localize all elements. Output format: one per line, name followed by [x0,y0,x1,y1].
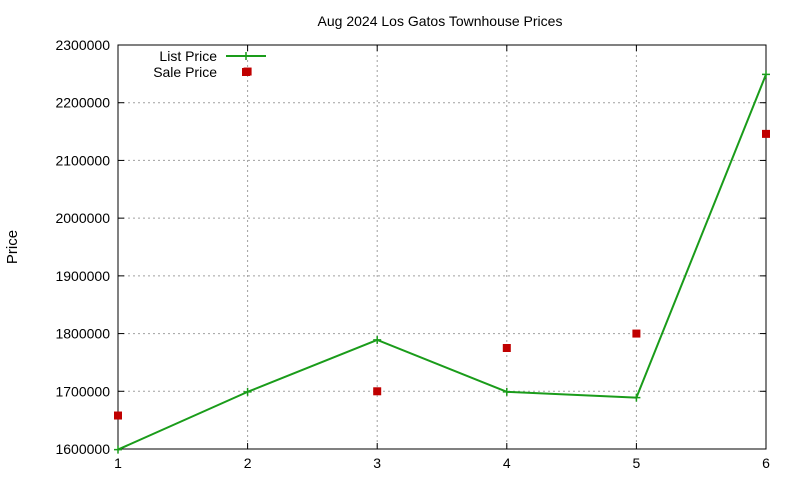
list-price-point [502,387,511,396]
list-price-line [117,74,767,451]
x-tick-label: 1 [114,455,122,471]
y-tick-label: 1900000 [55,268,110,284]
series-list-price [114,70,770,454]
sale-price-point [373,387,382,396]
grid [118,45,766,449]
sale-price-point [114,411,122,420]
x-tick-label: 3 [373,455,381,471]
y-tick-label: 2000000 [55,210,110,226]
y-tick-label: 1700000 [55,383,110,399]
list-price-point [632,393,641,402]
y-tick-label: 2100000 [55,152,110,168]
sale-price-point [632,329,641,338]
sale-price-point [762,129,770,138]
x-tick-label: 6 [762,455,770,471]
legend-square-marker [242,68,250,76]
sale-price-point [502,344,511,352]
legend-label: Sale Price [153,64,217,80]
axes: 1600000 1700000 1800000 1900000 2000000 21000… [55,37,770,471]
chart-title: Aug 2024 Los Gatos Townhouse Prices [318,13,563,29]
list-price-point [243,387,252,396]
plot-border [117,44,767,450]
x-tick-label: 5 [633,455,641,471]
list-price-point [373,335,382,344]
series [114,67,770,454]
y-tick-label: 2300000 [55,37,110,53]
x-tick-label: 4 [503,455,511,471]
y-tick-label: 1600000 [55,441,110,457]
legend-label: List Price [159,48,217,64]
list-price-point [762,70,770,79]
legend-plus-marker [242,52,250,60]
y-tick-label: 2200000 [55,95,110,111]
list-price-point [114,445,122,454]
y-axis-label: Price [4,230,21,264]
y-tick-label: 1800000 [55,326,110,342]
x-tick-label: 2 [244,455,252,471]
